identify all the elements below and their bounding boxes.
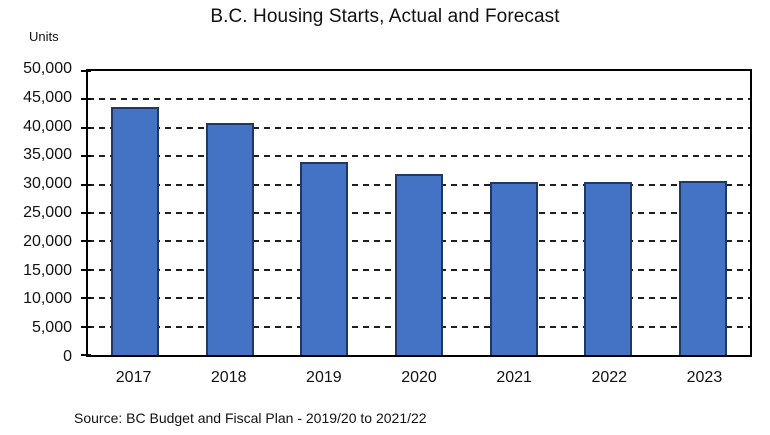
- bar-2022: [584, 182, 633, 355]
- y-axis-tick-50000: [81, 70, 91, 72]
- y-tick-label-35000: 35,000: [23, 146, 72, 164]
- x-axis-labels: 2017 2018 2019 2020 2021 2022 2023: [86, 369, 752, 391]
- bar-2021: [489, 182, 538, 355]
- y-tick-label-40000: 40,000: [23, 117, 72, 135]
- gridline-35000: [88, 155, 750, 158]
- x-tick-label-2019: 2019: [306, 369, 342, 386]
- y-tick-label-25000: 25,000: [23, 204, 72, 221]
- source-note: Source: BC Budget and Fiscal Plan - 2019…: [74, 410, 427, 426]
- bar-2020: [395, 174, 443, 355]
- x-tick-label-2023: 2023: [686, 369, 723, 386]
- y-tick-label-15000: 15,000: [23, 261, 72, 279]
- x-tick-label-2020: 2020: [401, 369, 437, 386]
- bar-2019: [300, 162, 349, 355]
- chart-title: B.C. Housing Starts, Actual and Forecast: [210, 6, 560, 27]
- y-tick-label-45000: 45,000: [23, 88, 72, 106]
- y-axis-tick-40000: [81, 126, 91, 129]
- y-axis-tick-20000: [81, 240, 91, 243]
- bar-2023: [678, 181, 727, 355]
- bar-2018: [205, 122, 254, 355]
- x-tick-label-2018: 2018: [210, 369, 247, 386]
- y-tick-label-0: 0: [63, 348, 72, 365]
- y-axis-tick-0: [81, 354, 91, 356]
- y-tick-label-20000: 20,000: [23, 232, 72, 250]
- gridline-40000: [88, 126, 750, 129]
- x-tick-label-2017: 2017: [115, 369, 152, 386]
- x-tick-label-2022: 2022: [591, 369, 628, 386]
- y-axis-tick-25000: [81, 212, 91, 214]
- y-axis-units-label: Units: [29, 29, 59, 44]
- y-axis-tick-35000: [81, 155, 91, 158]
- y-axis-tick-30000: [81, 183, 91, 186]
- y-tick-label-5000: 5,000: [31, 319, 72, 337]
- y-axis-labels: 0 5,000 10,000 15,000 20,000 25,000 30,000 35,0…: [0, 60, 72, 365]
- y-axis-tick-15000: [81, 268, 91, 271]
- plot-area: [81, 69, 752, 357]
- y-tick-label-50000: 50,000: [23, 60, 72, 77]
- y-axis-tick-45000: [81, 98, 91, 101]
- y-tick-label-10000: 10,000: [23, 290, 72, 308]
- y-axis-tick-10000: [81, 297, 91, 300]
- y-tick-label-30000: 30,000: [23, 175, 72, 193]
- gridline-45000: [88, 98, 750, 101]
- bar-2017: [111, 107, 160, 355]
- x-tick-label-2021: 2021: [496, 369, 532, 386]
- y-axis-tick-5000: [81, 325, 91, 328]
